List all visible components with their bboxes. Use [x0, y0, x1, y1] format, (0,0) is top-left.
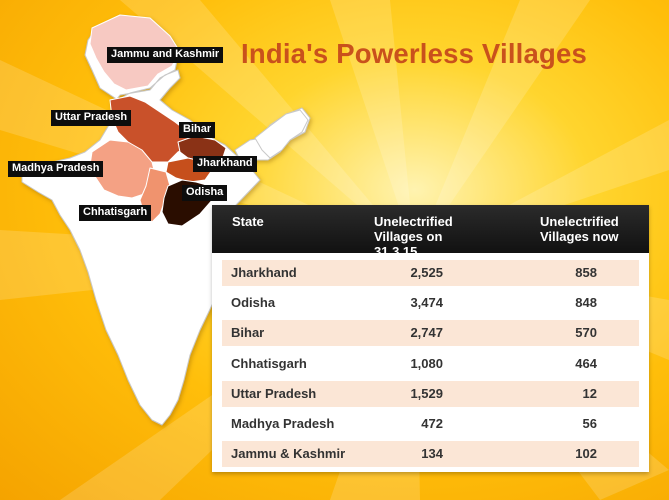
villages-on-31-3-15-cell: 472 [421, 416, 443, 431]
table-header: State Unelectrified Villages on 31.3.15 … [212, 205, 649, 259]
villages-on-31-3-15-cell: 3,474 [410, 295, 443, 311]
table-row: Chhatisgarh 1,080 464 [222, 351, 639, 377]
northeast-region [254, 109, 309, 159]
villages-now-cell: 848 [575, 295, 597, 311]
state-cell: Chhatisgarh [231, 355, 307, 371]
map-label-chhatisgarh: Chhatisgarh [79, 205, 152, 221]
column-header-on-31-3-15: Unelectrified Villages on 31.3.15 [374, 214, 453, 259]
table-row: Jammu & Kashmir 134 102 [222, 441, 639, 468]
state-cell: Uttar Pradesh [231, 385, 317, 401]
table-row: Odisha 3,474 848 [222, 290, 639, 316]
state-cell: Bihar [231, 325, 265, 341]
state-cell: Odisha [231, 295, 276, 311]
villages-now-cell: 12 [582, 385, 597, 401]
villages-on-31-3-15-cell: 134 [421, 446, 443, 462]
table-row: Madhya Pradesh 472 56 [222, 411, 639, 437]
map-label-madhya-pradesh: Madhya Pradesh [8, 161, 104, 177]
villages-table: State Unelectrified Villages on 31.3.15 … [212, 205, 649, 472]
villages-on-31-3-15-cell: 2,747 [410, 325, 443, 341]
table-row: Jharkhand 2,525 858 [222, 260, 639, 286]
column-header-now: Unelectrified Villages now [540, 214, 619, 244]
table-row: Uttar Pradesh 1,529 12 [222, 380, 639, 407]
villages-on-31-3-15-cell: 1,529 [410, 385, 443, 401]
map-label-odisha: Odisha [182, 185, 228, 201]
map-label-jharkhand: Jharkhand [193, 156, 257, 172]
villages-on-31-3-15-cell: 1,080 [410, 355, 443, 371]
map-label-jammu-kashmir: Jammu and Kashmir [107, 47, 224, 63]
villages-now-cell: 858 [575, 265, 597, 280]
villages-now-cell: 102 [575, 446, 597, 462]
villages-on-31-3-15-cell: 2,525 [410, 265, 443, 280]
state-cell: Jharkhand [231, 265, 297, 280]
state-cell: Madhya Pradesh [231, 416, 335, 431]
column-header-state: State [232, 214, 264, 229]
villages-now-cell: 570 [575, 325, 597, 341]
map-label-bihar: Bihar [179, 122, 216, 138]
map-label-uttar-pradesh: Uttar Pradesh [51, 110, 132, 126]
page-title: India's Powerless Villages [241, 38, 587, 69]
villages-now-cell: 464 [575, 355, 597, 371]
state-cell: Jammu & Kashmir [231, 446, 346, 462]
villages-now-cell: 56 [582, 416, 597, 431]
table-row: Bihar 2,747 570 [222, 320, 639, 347]
